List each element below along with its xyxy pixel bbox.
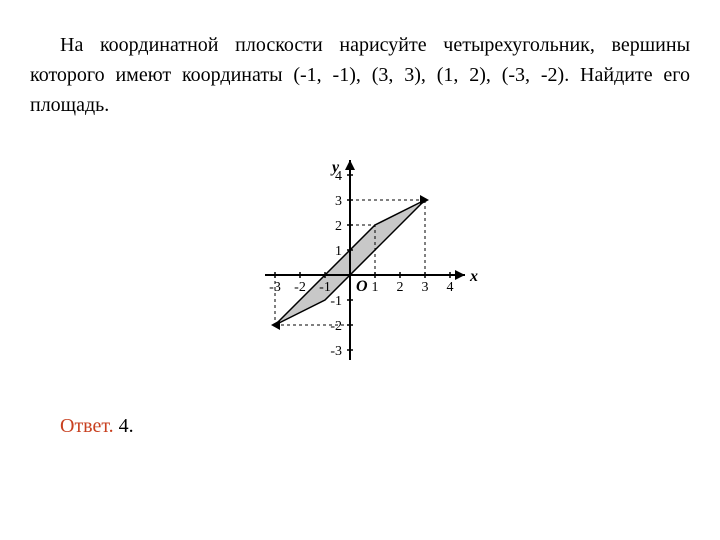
svg-text:y: y [330, 159, 340, 176]
svg-text:1: 1 [372, 280, 379, 295]
svg-text:3: 3 [335, 194, 342, 209]
svg-text:x: x [469, 268, 478, 285]
svg-text:-1: -1 [330, 294, 342, 309]
coordinate-plane-chart: -3-2-11234-3-2-11234Oxy [230, 145, 490, 385]
svg-text:2: 2 [397, 280, 404, 295]
problem-text-content: На координатной плоскости нарисуйте четы… [30, 34, 690, 116]
answer-label: Ответ. [60, 415, 114, 437]
svg-text:1: 1 [335, 244, 342, 259]
svg-text:-2: -2 [330, 319, 342, 334]
answer-line: Ответ. 4. [30, 415, 690, 438]
svg-text:O: O [356, 278, 368, 295]
svg-text:-1: -1 [319, 280, 331, 295]
svg-text:-3: -3 [330, 344, 342, 359]
svg-text:-3: -3 [269, 280, 281, 295]
svg-text:4: 4 [447, 280, 454, 295]
problem-statement: На координатной плоскости нарисуйте четы… [30, 30, 690, 120]
chart-container: -3-2-11234-3-2-11234Oxy [30, 145, 690, 385]
svg-text:3: 3 [422, 280, 429, 295]
svg-text:-2: -2 [294, 280, 306, 295]
svg-text:2: 2 [335, 219, 342, 234]
answer-value: 4. [119, 415, 134, 437]
